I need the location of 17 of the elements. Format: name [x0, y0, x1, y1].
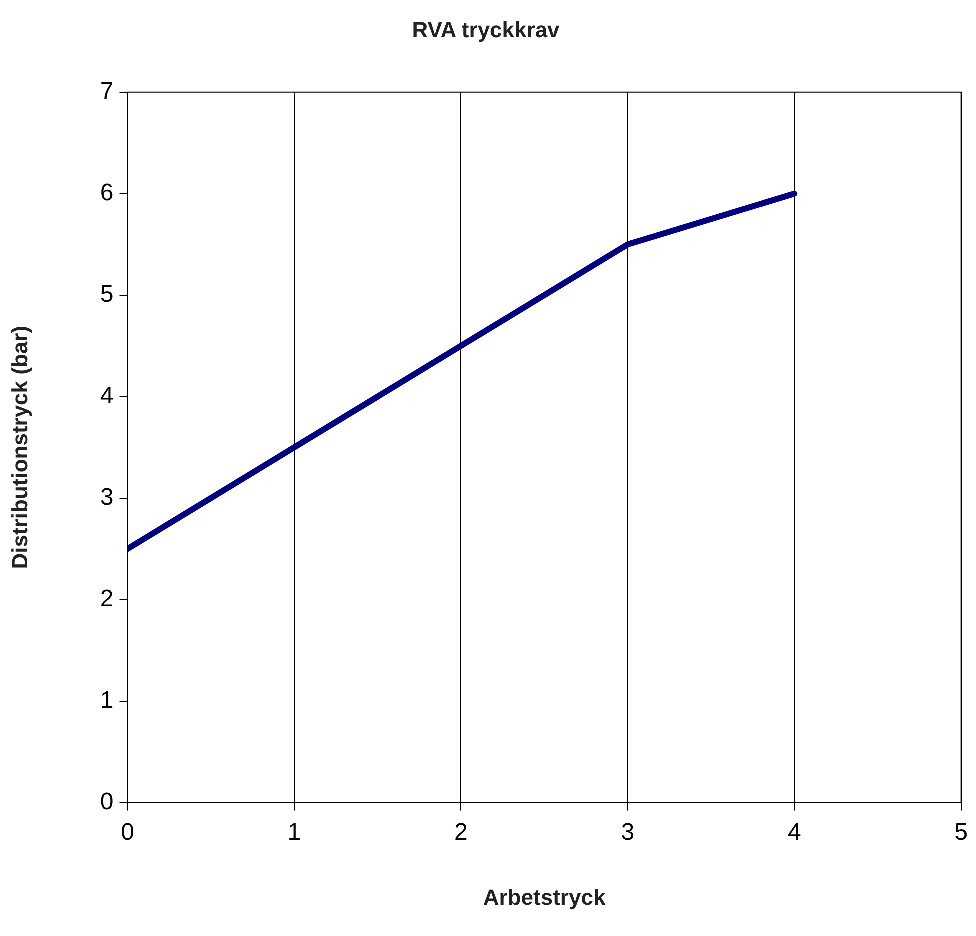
x-tick-label: 5 [954, 818, 968, 846]
x-tick-label: 3 [621, 818, 635, 846]
x-tick-label: 1 [288, 818, 302, 846]
x-tick-label: 4 [788, 818, 802, 846]
x-axis-title: Arbetstryck [483, 884, 606, 910]
x-tick-label: 0 [121, 818, 134, 846]
chart-title: RVA tryckkrav [412, 17, 561, 42]
y-tick-label: 2 [100, 585, 114, 612]
y-tick-label: 1 [100, 686, 114, 714]
y-tick-label: 7 [100, 78, 114, 106]
y-tick-label: 0 [100, 788, 114, 816]
y-tick-label: 5 [100, 280, 114, 308]
x-tick-label: 2 [454, 818, 468, 846]
y-tick-label: 3 [100, 484, 114, 511]
y-axis-title: Distributionstryck (bar) [7, 326, 32, 570]
y-tick-label: 6 [100, 180, 114, 207]
y-tick-label: 4 [100, 382, 114, 410]
